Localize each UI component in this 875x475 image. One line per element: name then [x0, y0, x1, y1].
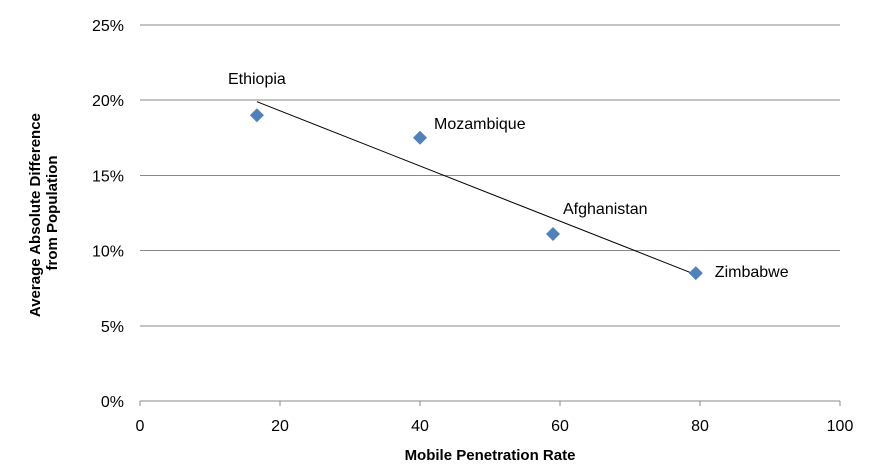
x-axis-ticks: 0 20 40 60 80 100: [136, 401, 854, 435]
y-axis-title-line-2: from Population: [44, 156, 61, 271]
y-axis-ticks: 0% 5% 10% 15% 20% 25%: [92, 18, 124, 411]
y-axis-title-line-1: Average Absolute Difference: [27, 113, 44, 317]
data-point-mozambique: [413, 130, 427, 145]
data-label-mozambique: Mozambique: [434, 116, 526, 133]
y-tick-label: 15%: [92, 168, 124, 185]
x-tick-label: 100: [827, 418, 854, 435]
x-tick-label: 40: [411, 418, 429, 435]
data-point-zimbabwe: [688, 266, 703, 281]
y-tick-label: 5%: [101, 319, 124, 336]
data-label-ethiopia: Ethiopia: [228, 71, 286, 88]
y-axis-title: Average Absolute Difference from Populat…: [27, 109, 61, 317]
data-label-afghanistan: Afghanistan: [563, 201, 648, 218]
x-axis-title: Mobile Penetration Rate: [405, 447, 576, 464]
y-tick-label: 10%: [92, 244, 124, 261]
x-tick-label: 80: [691, 418, 709, 435]
data-labels: Ethiopia Mozambique Afghanistan Zimbabwe: [228, 71, 789, 281]
y-tick-label: 20%: [92, 93, 124, 110]
data-label-zimbabwe: Zimbabwe: [715, 264, 789, 281]
y-tick-label: 25%: [92, 18, 124, 35]
data-point-afghanistan: [546, 227, 560, 242]
trendline: [256, 101, 696, 276]
x-tick-label: 20: [271, 418, 289, 435]
x-tick-label: 60: [551, 418, 569, 435]
y-tick-label: 0%: [101, 394, 124, 411]
x-tick-label: 0: [136, 418, 145, 435]
gridlines: [140, 24, 840, 402]
data-points: [249, 108, 703, 281]
data-point-ethiopia: [249, 108, 264, 123]
